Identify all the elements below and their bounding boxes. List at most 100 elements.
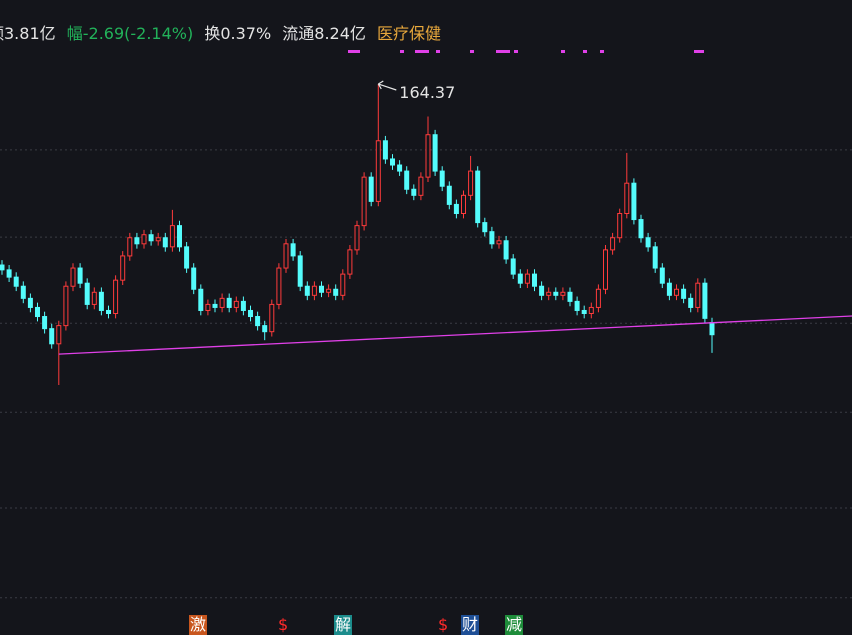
candle-body [603,249,608,290]
candle-body [418,176,424,196]
candle-body [191,267,197,290]
candle-body [361,176,367,227]
candle-body [155,237,161,242]
candle-body [517,273,523,284]
candle-body [539,285,545,296]
candle-body [368,176,374,202]
candle-body [638,219,644,239]
candle-body [248,309,253,318]
candle-body [106,309,111,315]
candle-body [546,291,552,296]
candle-body [588,306,594,315]
max-label: 164.37 [399,83,455,102]
candle-body [482,222,488,233]
candle-body [645,237,651,248]
candle-body [425,134,431,178]
candle-body [574,300,580,311]
turnover-rate: 换0.37% [204,24,272,43]
candle-body [290,243,296,257]
candle-body [297,255,303,287]
candle-body [453,203,459,215]
candle-body [496,240,502,245]
candle-body [674,288,679,296]
candle-body [162,237,168,248]
event-marker[interactable]: 激 [189,615,208,635]
candle-body [20,285,26,299]
candle-body [688,297,694,308]
candle-body [681,288,687,299]
candle-body [98,291,104,311]
candle-body [0,264,5,271]
event-dashes [348,50,704,53]
candle-body [77,267,83,284]
float-cap: 流通8.24亿 [282,24,366,43]
candle-body [503,240,509,260]
candle-body [184,246,190,269]
max-arrow [377,80,397,91]
candle-body [709,322,715,336]
candle-body [532,273,537,287]
candle-body [382,140,388,160]
candle-body [560,291,566,296]
event-marker[interactable]: $ [278,615,289,634]
candle-body [475,170,481,224]
candle-body [432,134,438,172]
candle-body [63,285,69,327]
candle-body [624,182,630,215]
candle-body [411,188,417,196]
turnover: 额3.81亿 [0,24,56,43]
candle-body [446,185,452,205]
header: 额3.81亿 幅-2.69(-2.14%) 换0.37% 流通8.24亿 医疗保… [0,20,447,44]
candle-body [311,285,317,296]
candle-body [269,303,275,333]
candle-body [553,291,559,296]
trend-line [58,315,852,355]
candle-body [326,288,332,293]
candle-body [610,237,616,251]
candle-body [354,225,360,251]
candle-body [127,237,133,257]
candle-body [319,285,324,293]
candle-body [49,328,55,345]
candle-body [233,300,239,308]
event-marker[interactable]: 减 [505,615,524,635]
candle-body [219,297,225,308]
candle-body [390,158,395,166]
candle-body [439,170,445,187]
candle-body [659,267,665,284]
candle-body [652,246,658,269]
candle-body [595,288,601,308]
candle-body [120,255,126,281]
sector: 医疗保健 [377,24,442,43]
candle-body [581,309,587,315]
candle-body [375,140,381,202]
candle-body [134,237,140,245]
candle-body [283,243,289,269]
candle-body [13,276,19,287]
candle-body [169,225,175,248]
event-marker[interactable]: $ [438,615,449,634]
candle-body [617,213,623,239]
candle-body [347,249,353,275]
candle-body [91,291,97,305]
candle-body [262,325,268,333]
candle-body [6,269,12,278]
event-marker[interactable]: 解 [334,615,353,635]
candle-body [631,182,637,221]
candle-body [198,288,204,311]
candle-body [404,170,410,190]
change: 幅-2.69(-2.14%) [66,24,194,43]
candle-body [510,258,516,275]
candle-body [212,303,218,308]
candle-body [148,234,154,242]
candle-body [702,282,708,319]
candle-body [240,300,246,311]
candle-body [333,288,339,296]
candle-body [205,303,211,311]
event-marker[interactable]: 财 [461,615,480,635]
candle-body [255,316,261,327]
candle-body [70,267,76,287]
candle-body [226,297,232,308]
candle-body [524,273,530,284]
